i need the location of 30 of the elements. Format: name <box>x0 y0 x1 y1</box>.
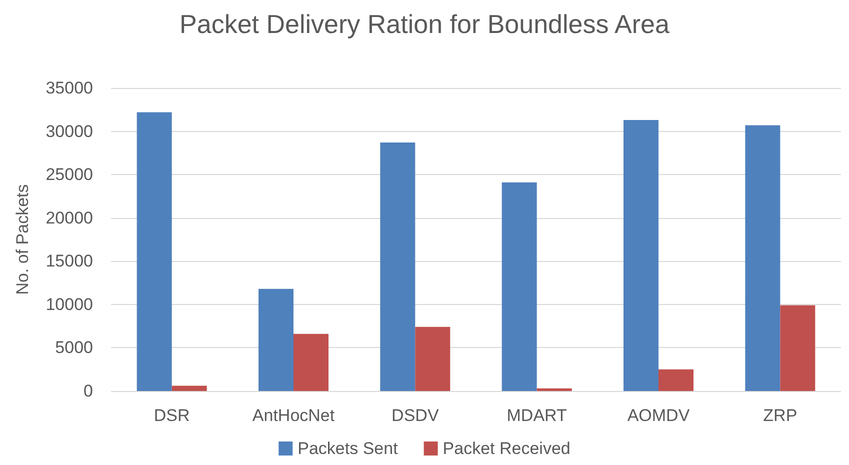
bar <box>745 125 780 391</box>
bar <box>294 334 328 391</box>
bar <box>380 142 416 391</box>
x-tick-label: AntHocNet <box>252 406 335 425</box>
bar <box>624 120 658 391</box>
y-tick-label: 5000 <box>55 338 93 358</box>
bar <box>502 182 537 391</box>
y-tick-label: 30000 <box>46 122 93 141</box>
y-tick-label: 25000 <box>46 165 93 184</box>
bar <box>658 369 694 391</box>
y-axis-title: No. of Packets <box>13 184 32 295</box>
bar <box>136 112 172 391</box>
legend-label: Packets Sent <box>298 439 398 458</box>
chart-title: Packet Delivery Ration for Boundless Area <box>180 9 670 39</box>
bar <box>415 326 450 391</box>
x-tick-label: AOMDV <box>627 406 690 425</box>
y-tick-label: 15000 <box>46 252 93 271</box>
y-tick-label: 10000 <box>46 294 93 314</box>
x-tick-label: MDART <box>506 406 567 425</box>
bar <box>536 388 572 391</box>
y-tick-label: 0 <box>84 382 93 400</box>
bar <box>258 288 294 391</box>
x-tick-label: DSDV <box>392 406 440 425</box>
bar <box>780 305 816 391</box>
legend-label: Packet Received <box>442 439 570 458</box>
x-tick-label: DSR <box>154 406 190 425</box>
y-tick-label: 35000 <box>46 78 93 98</box>
bar <box>172 386 207 391</box>
x-tick-label: ZRP <box>763 406 798 425</box>
y-tick-label: 20000 <box>46 208 93 228</box>
